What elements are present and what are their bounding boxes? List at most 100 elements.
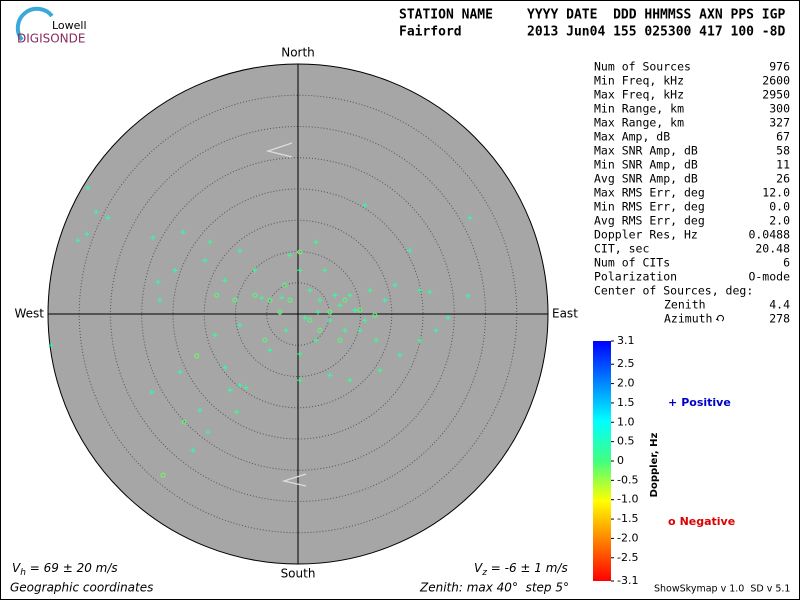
- vz-text: = -6 ± 1 m/s: [487, 561, 568, 575]
- source-positive: [287, 252, 293, 258]
- stat-label: Max RMS Err, deg: [594, 186, 705, 200]
- source-positive: [297, 351, 303, 357]
- source-positive: [234, 409, 240, 415]
- source-positive: [367, 287, 373, 293]
- stat-value: 327: [769, 116, 790, 130]
- source-positive: [313, 239, 319, 245]
- vh-label: Vh = 69 ± 20 m/s: [12, 561, 118, 578]
- coords-label: Geographic coordinates: [10, 581, 153, 595]
- source-negative: [297, 249, 303, 255]
- source-positive: [427, 289, 433, 295]
- dir-south: South: [281, 567, 316, 581]
- source-positive: [467, 215, 473, 221]
- legend-text: Positive: [681, 396, 731, 409]
- source-negative: [317, 327, 323, 333]
- stat-value: 0.0: [769, 200, 790, 214]
- source-positive: [342, 327, 348, 333]
- source-positive: [417, 287, 423, 293]
- source-negative: [252, 292, 258, 298]
- source-positive: [397, 352, 403, 358]
- stat-label: Polarization: [594, 270, 677, 284]
- source-positive: [177, 369, 183, 375]
- source-positive: [157, 297, 163, 303]
- stat-value: 20.48: [755, 242, 790, 256]
- source-positive: [205, 429, 211, 435]
- chevron: [281, 473, 307, 487]
- source-negative: [160, 472, 166, 478]
- stat-label: Doppler Res, Hz: [594, 228, 698, 242]
- colorbar-tick-label: 1.5: [617, 396, 635, 409]
- source-negative: [327, 309, 333, 315]
- source-positive: [172, 267, 178, 273]
- legend-symbol: o: [668, 515, 676, 528]
- source-positive: [297, 267, 303, 273]
- stat-value: 976: [769, 60, 790, 74]
- stat-value: 2.0: [769, 214, 790, 228]
- stat-value: 11: [776, 158, 790, 172]
- legend-symbol: +: [668, 396, 677, 409]
- source-positive: [180, 229, 186, 235]
- colorbar-tick-label: 2.0: [617, 377, 635, 390]
- source-positive: [197, 407, 203, 413]
- source-positive: [417, 337, 423, 343]
- logo-top: Lowell: [52, 19, 87, 32]
- source-negative: [232, 297, 238, 303]
- vh-symbol: V: [12, 561, 21, 575]
- chevron: [265, 142, 293, 158]
- source-positive: [465, 293, 471, 299]
- source-positive: [155, 279, 161, 285]
- source-negative: [307, 317, 313, 323]
- source-positive: [237, 322, 243, 328]
- version-label: ShowSkymap v 1.0 SD v 5.1: [654, 584, 790, 595]
- dir-north: North: [281, 46, 315, 60]
- source-positive: [283, 327, 289, 333]
- source-negative: [282, 282, 288, 288]
- colorbar-label: Doppler, Hz: [649, 433, 660, 498]
- dir-east: East: [552, 307, 578, 321]
- center-label: Azimuth: [664, 312, 712, 326]
- colorbar: [593, 341, 611, 581]
- azimuth-icon: [715, 314, 725, 322]
- colorbar-tick-label: -1.5: [617, 512, 638, 525]
- colorbar-tick-label: 0: [617, 454, 624, 467]
- source-negative: [287, 297, 293, 303]
- legend-text: Negative: [680, 515, 736, 528]
- stat-value: 0.0488: [748, 228, 790, 242]
- stat-label: Num of CITs: [594, 256, 670, 270]
- source-positive: [357, 327, 363, 333]
- source-positive: [207, 239, 213, 245]
- header-value: 2013 Jun04 155 025300 417 100 -8D: [527, 25, 785, 40]
- center-value: 278: [769, 312, 790, 326]
- source-positive: [317, 297, 323, 303]
- logo-arc: [15, 6, 54, 42]
- legend-negative: o Negative: [668, 515, 735, 528]
- source-positive: [362, 317, 368, 323]
- colorbar-tick-label: 3.1: [617, 334, 635, 347]
- source-negative: [357, 307, 363, 313]
- source-negative: [214, 292, 220, 298]
- source-positive: [337, 302, 343, 308]
- source-positive: [433, 327, 439, 333]
- colorbar-tick-label: -3.1: [617, 574, 638, 587]
- stat-value: 26: [776, 172, 790, 186]
- source-positive: [212, 332, 218, 338]
- source-positive: [150, 235, 156, 241]
- source-positive: [222, 365, 228, 371]
- source-positive: [392, 282, 398, 288]
- source-negative: [342, 297, 348, 303]
- stat-label: CIT, sec: [594, 242, 649, 256]
- source-positive: [377, 367, 383, 373]
- source-positive: [48, 342, 54, 348]
- source-negative: [337, 337, 343, 343]
- stat-label: Min SNR Amp, dB: [594, 158, 698, 172]
- source-negative: [181, 419, 187, 425]
- dir-west: West: [14, 307, 44, 321]
- colorbar-tick-label: -1.0: [617, 493, 638, 506]
- stat-label: Min RMS Err, deg: [594, 200, 705, 214]
- source-positive: [322, 267, 328, 273]
- source-negative: [262, 337, 268, 343]
- header-value: Fairford: [399, 25, 462, 40]
- vh-sub: h: [20, 568, 26, 578]
- source-positive: [259, 295, 265, 301]
- source-positive: [222, 277, 228, 283]
